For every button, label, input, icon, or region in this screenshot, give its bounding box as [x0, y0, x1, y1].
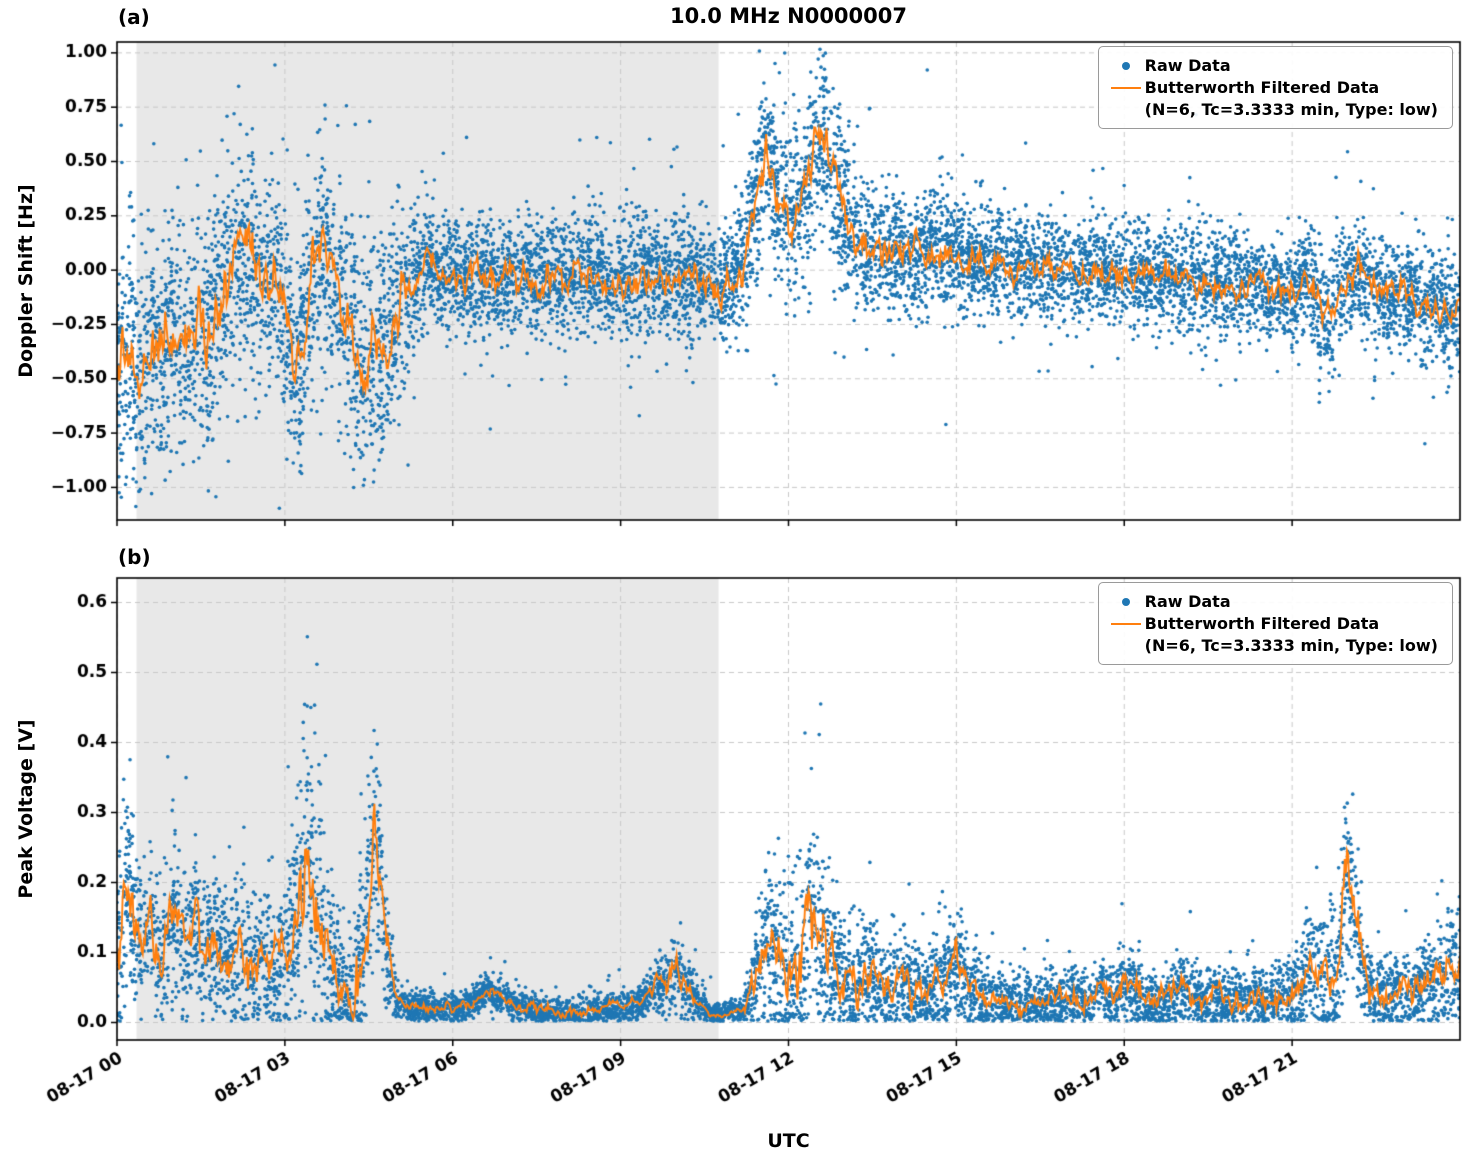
raw-data-marker-icon [1121, 62, 1130, 70]
filtered-line-marker-icon [1110, 623, 1141, 625]
legend-row-raw: Raw Data [1107, 55, 1438, 77]
legend-filtered-labels: Butterworth Filtered Data (N=6, Tc=3.333… [1145, 77, 1438, 120]
legend-handle [1107, 77, 1145, 99]
legend-raw-label: Raw Data [1144, 56, 1231, 75]
panel-a-y-axis-label: Doppler Shift [Hz] [15, 184, 37, 378]
legend-filtered-label: Butterworth Filtered Data [1144, 78, 1380, 97]
chart-title: 10.0 MHz N0000007 [670, 4, 907, 28]
legend-raw-label: Raw Data [1144, 592, 1231, 611]
legend-row-filtered: Butterworth Filtered Data (N=6, Tc=3.333… [1107, 77, 1438, 120]
panel-b-label: (b) [118, 545, 151, 569]
legend-handle [1107, 55, 1145, 77]
legend-filtered-label: Butterworth Filtered Data [1144, 614, 1380, 633]
x-axis-label: UTC [767, 1130, 810, 1152]
legend-handle [1107, 613, 1145, 635]
panel-a-label: (a) [118, 5, 150, 29]
legend-filtered-labels: Butterworth Filtered Data (N=6, Tc=3.333… [1145, 613, 1438, 656]
legend-filtered-params: (N=6, Tc=3.3333 min, Type: low) [1144, 635, 1438, 655]
raw-data-marker-icon [1121, 598, 1130, 606]
legend-row-raw: Raw Data [1107, 591, 1438, 613]
legend-panel-a: Raw Data Butterworth Filtered Data (N=6,… [1097, 46, 1453, 130]
panel-b-y-axis-label: Peak Voltage [V] [15, 719, 37, 899]
legend-handle [1107, 591, 1145, 613]
legend-row-filtered: Butterworth Filtered Data (N=6, Tc=3.333… [1107, 613, 1438, 656]
legend-filtered-params: (N=6, Tc=3.3333 min, Type: low) [1144, 99, 1438, 119]
legend-panel-b: Raw Data Butterworth Filtered Data (N=6,… [1097, 582, 1453, 666]
filtered-line-marker-icon [1110, 87, 1141, 89]
